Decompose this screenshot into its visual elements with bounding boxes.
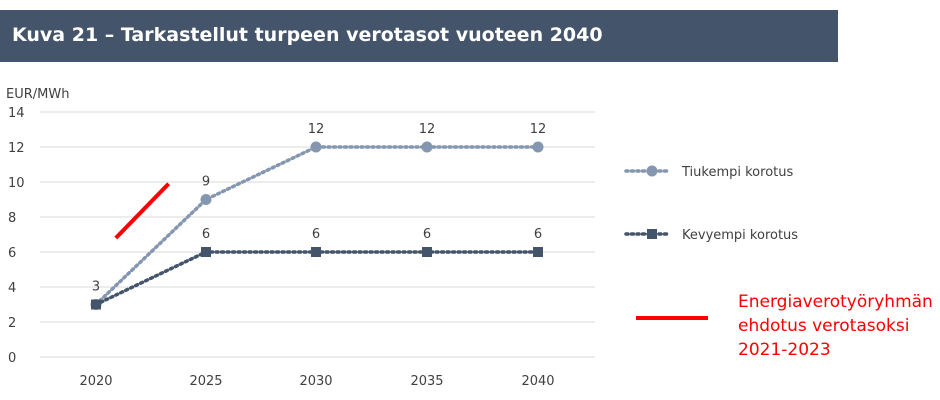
legend-marker — [646, 165, 658, 177]
legend: Tiukempi korotus Kevyempi korotus — [624, 165, 798, 320]
x-tick-label: 2020 — [79, 374, 112, 389]
data-point — [91, 299, 101, 310]
series-line — [94, 250, 540, 307]
data-point — [532, 141, 544, 153]
x-axis-ticks: 2020 2025 2030 2035 2040 — [79, 374, 554, 389]
data-label: 12 — [419, 122, 436, 137]
annotation-note: Energiaverotyöryhmän ehdotus verotasoksi… — [738, 292, 933, 360]
y-tick-label: 4 — [8, 281, 16, 296]
data-labels: 9 12 12 12 3 6 6 6 6 — [92, 122, 546, 295]
data-point — [311, 247, 321, 257]
data-point — [200, 194, 212, 205]
data-label: 6 — [202, 227, 210, 242]
chart-title: Kuva 21 – Tarkastellut turpeen verotasot… — [12, 24, 603, 46]
y-tick-label: 2 — [8, 316, 16, 331]
series-line — [94, 145, 540, 307]
data-point — [421, 141, 433, 153]
data-label: 6 — [534, 227, 542, 242]
y-tick-label: 0 — [8, 351, 16, 366]
legend-marker — [647, 229, 657, 239]
y-tick-label: 8 — [8, 211, 16, 226]
data-point — [422, 247, 432, 257]
annotation-line — [114, 182, 171, 240]
y-tick-label: 12 — [8, 141, 25, 156]
data-point — [310, 141, 322, 153]
x-tick-label: 2035 — [410, 374, 443, 389]
data-point — [533, 247, 543, 257]
data-label: 6 — [312, 227, 320, 242]
series-layer — [90, 141, 544, 310]
y-tick-label: 14 — [8, 106, 25, 121]
data-point — [201, 247, 211, 257]
data-label: 3 — [92, 280, 100, 295]
y-axis-label: EUR/MWh — [6, 87, 69, 102]
title-bar: Kuva 21 – Tarkastellut turpeen verotasot… — [0, 10, 838, 62]
y-axis-ticks: 0 2 4 6 8 10 12 14 — [8, 106, 25, 366]
y-tick-label: 6 — [8, 246, 16, 261]
x-tick-label: 2025 — [189, 374, 222, 389]
x-tick-label: 2030 — [299, 374, 332, 389]
legend-label: Kevyempi korotus — [682, 228, 798, 243]
legend-label: Tiukempi korotus — [681, 165, 793, 180]
data-label: 12 — [308, 122, 325, 137]
y-tick-label: 10 — [8, 176, 25, 191]
annotation-segment — [114, 182, 171, 240]
data-label: 6 — [423, 227, 431, 242]
data-label: 9 — [202, 175, 210, 190]
x-tick-label: 2040 — [521, 374, 554, 389]
data-label: 12 — [530, 122, 547, 137]
